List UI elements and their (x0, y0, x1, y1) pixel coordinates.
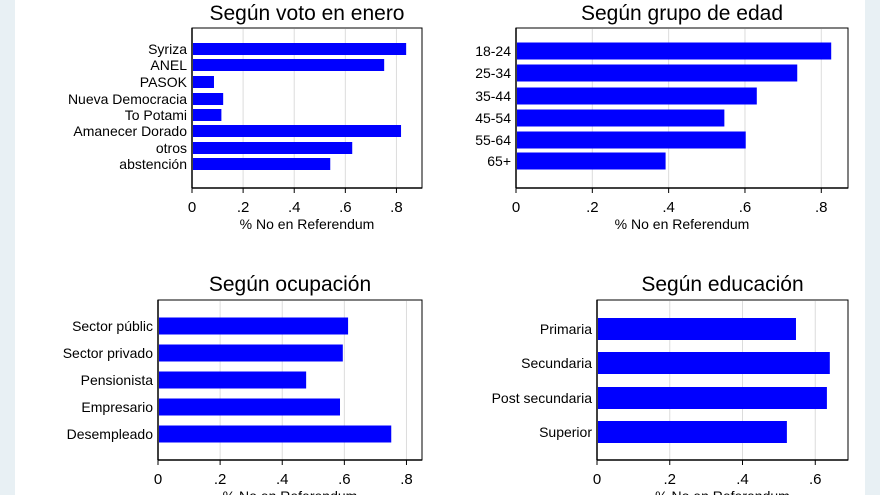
category-label: 25-34 (475, 65, 511, 81)
bar-25-34 (517, 64, 798, 82)
category-label: 45-54 (475, 110, 511, 126)
bar-18-24 (517, 42, 832, 60)
x-tick-label: .4 (662, 199, 675, 216)
bar-65- (517, 152, 666, 170)
bar-amanecer-dorado (193, 125, 402, 137)
category-label: Secundaria (521, 355, 592, 371)
bar-pensionista (159, 371, 307, 389)
x-tick-label: .6 (809, 471, 822, 488)
chart-title: Según grupo de edad (581, 2, 783, 25)
chart-title: Según voto en enero (210, 2, 405, 25)
x-tick-label: 0 (593, 471, 601, 488)
category-label: Primaria (540, 321, 592, 337)
x-tick-label: 0 (188, 199, 196, 216)
x-axis-label: % No en Referendum (240, 216, 375, 232)
x-tick-label: .2 (214, 471, 227, 488)
category-label: Syriza (148, 41, 187, 57)
bar-syriza (193, 43, 407, 55)
category-label: 18-24 (475, 43, 511, 59)
chart-title: Según ocupación (209, 273, 371, 296)
x-tick-label: .6 (339, 199, 352, 216)
category-label: Superior (539, 424, 592, 440)
x-tick-label: .8 (390, 199, 403, 216)
x-tick-label: .2 (237, 199, 250, 216)
category-label: To Potami (125, 107, 187, 123)
x-tick-label: .4 (736, 471, 749, 488)
bar-55-64 (517, 131, 746, 149)
category-label: 55-64 (475, 132, 511, 148)
x-tick-label: 0 (154, 471, 162, 488)
bar-secundaria (598, 352, 830, 374)
bar-desempleado (159, 425, 392, 443)
category-label: Empresario (81, 399, 153, 415)
bar-otros (193, 142, 353, 154)
x-axis-label: % No en Referendum (615, 216, 750, 232)
bar-primaria (598, 318, 796, 340)
bar-sector-privado (159, 344, 343, 362)
bar-to-potami (193, 109, 222, 121)
bar-superior (598, 421, 787, 443)
bar-anel (193, 59, 385, 71)
category-label: Nueva Democracia (68, 91, 187, 107)
category-label: otros (156, 140, 187, 156)
bar-empresario (159, 398, 341, 416)
category-label: abstención (119, 156, 187, 172)
category-label: ANEL (150, 57, 187, 73)
bar-abstenci-n (193, 158, 331, 170)
category-label: Desempleado (67, 426, 154, 442)
bar-45-54 (517, 109, 725, 127)
x-tick-label: .2 (663, 471, 676, 488)
category-label: Amanecer Dorado (73, 123, 187, 139)
category-label: PASOK (140, 74, 188, 90)
x-tick-label: .8 (400, 471, 413, 488)
x-tick-label: .4 (288, 199, 301, 216)
x-tick-label: 0 (512, 199, 520, 216)
x-axis-label: % No en Referendum (223, 488, 358, 495)
bar-35-44 (517, 87, 757, 105)
category-label: 65+ (487, 153, 511, 169)
chart-title: Según educación (641, 273, 803, 296)
x-tick-label: .8 (815, 199, 828, 216)
bar-nueva-democracia (193, 93, 224, 105)
bar-pasok (193, 76, 214, 88)
x-tick-label: .6 (739, 199, 752, 216)
x-axis-label: % No en Referendum (655, 488, 790, 495)
x-tick-label: .2 (586, 199, 599, 216)
x-tick-label: .4 (276, 471, 289, 488)
bar-sector-p-blic (159, 317, 349, 335)
category-label: 35-44 (475, 88, 511, 104)
category-label: Sector privado (63, 345, 153, 361)
bar-post-secundaria (598, 387, 827, 409)
category-label: Sector públic (72, 318, 153, 334)
category-label: Pensionista (81, 372, 154, 388)
x-tick-label: .6 (338, 471, 351, 488)
category-label: Post secundaria (492, 390, 593, 406)
